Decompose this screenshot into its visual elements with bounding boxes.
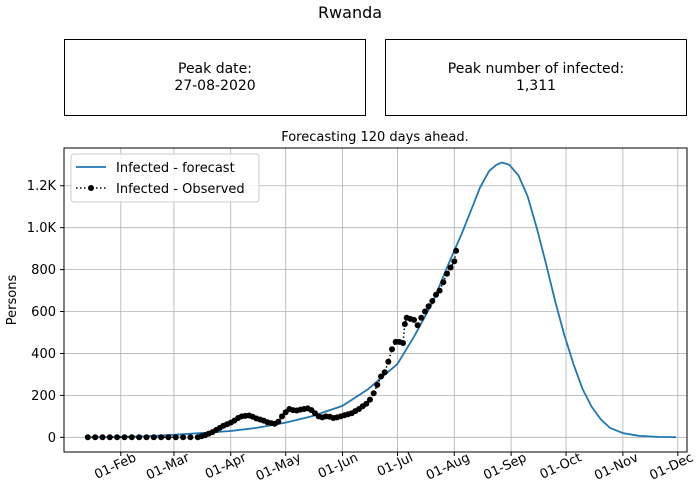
observed-point bbox=[422, 308, 428, 315]
observed-point bbox=[418, 314, 425, 321]
peak-date-label: Peak date: bbox=[178, 60, 252, 77]
observed-point bbox=[367, 396, 373, 403]
y-tick-label: 200 bbox=[31, 389, 56, 404]
chart-title: Forecasting 120 days ahead. bbox=[281, 130, 469, 145]
series-layer bbox=[84, 161, 677, 441]
observed-line bbox=[87, 250, 457, 439]
observed-point bbox=[121, 434, 128, 441]
observed-point bbox=[187, 434, 194, 441]
legend-observed-label: Infected - Observed bbox=[116, 182, 245, 197]
observed-point bbox=[370, 390, 377, 397]
observed-point bbox=[150, 434, 157, 441]
y-tick-label: 400 bbox=[31, 347, 56, 362]
y-tick-label: 800 bbox=[31, 263, 56, 278]
observed-point bbox=[425, 303, 432, 310]
observed-point bbox=[363, 400, 370, 407]
observed-point bbox=[444, 270, 450, 277]
observed-point bbox=[143, 434, 150, 441]
x-tick-label: 01-Feb bbox=[92, 450, 138, 482]
peak-infected-box: Peak number of infected: 1,311 bbox=[385, 39, 687, 116]
y-tick-label: 600 bbox=[31, 305, 56, 320]
x-tick-label: 01-Oct bbox=[538, 450, 584, 482]
observed-point bbox=[172, 434, 179, 441]
peak-date-value: 27-08-2020 bbox=[174, 77, 256, 94]
peak-infected-value: 1,311 bbox=[515, 77, 557, 94]
x-tick-label: 01-Apr bbox=[203, 450, 249, 482]
observed-point bbox=[453, 247, 460, 254]
observed-point bbox=[128, 434, 135, 441]
observed-point bbox=[414, 322, 421, 329]
observed-point bbox=[84, 434, 91, 441]
observed-point bbox=[106, 434, 113, 441]
observed-point bbox=[279, 413, 285, 420]
observed-point bbox=[429, 298, 436, 304]
x-tick-label: 01-Jul bbox=[375, 450, 415, 480]
observed-point bbox=[180, 434, 187, 441]
observed-point bbox=[447, 264, 454, 271]
observed-point bbox=[374, 381, 381, 388]
observed-point bbox=[401, 321, 408, 328]
observed-point bbox=[433, 291, 439, 298]
observed-point bbox=[165, 434, 172, 441]
grid bbox=[64, 148, 687, 452]
legend: Infected - forecast Infected - Observed bbox=[70, 153, 260, 203]
observed-point bbox=[114, 434, 121, 441]
observed-point bbox=[451, 258, 458, 265]
peak-infected-label: Peak number of infected: bbox=[447, 60, 625, 77]
observed-point bbox=[400, 340, 406, 346]
y-tick-label: 1.0K bbox=[27, 221, 57, 236]
x-tick-label: 01-Dec bbox=[647, 450, 695, 483]
observed-point bbox=[378, 373, 384, 380]
observed-point bbox=[99, 434, 106, 441]
y-axis-label: Persons bbox=[5, 275, 20, 326]
legend-observed-marker bbox=[88, 185, 94, 191]
observed-point bbox=[381, 369, 388, 376]
observed-point bbox=[92, 434, 99, 441]
x-tick-label: 01-Jun bbox=[316, 450, 361, 481]
legend-box bbox=[70, 153, 260, 203]
y-tick-label: 0 bbox=[48, 431, 56, 446]
legend-forecast-label: Infected - forecast bbox=[116, 161, 235, 176]
x-tick-label: 01-Aug bbox=[424, 450, 472, 483]
peak-date-box: Peak date: 27-08-2020 bbox=[64, 39, 366, 116]
observed-point bbox=[385, 358, 392, 365]
x-tick-label: 01-Mar bbox=[144, 450, 192, 483]
observed-point bbox=[275, 418, 282, 425]
axes-frame bbox=[63, 147, 688, 453]
observed-point bbox=[136, 434, 143, 441]
observed-point bbox=[440, 279, 447, 286]
x-tick-label: 01-May bbox=[254, 450, 304, 484]
x-tick-label: 01-Nov bbox=[592, 450, 641, 483]
x-tick-label: 01-Sep bbox=[481, 450, 529, 483]
observed-point bbox=[436, 287, 443, 294]
y-tick-label: 1.2K bbox=[27, 179, 57, 194]
observed-point bbox=[411, 316, 417, 323]
observed-point bbox=[389, 346, 395, 353]
forecast-line bbox=[87, 161, 677, 439]
observed-point bbox=[158, 434, 165, 441]
figure-title: Rwanda bbox=[317, 3, 383, 22]
